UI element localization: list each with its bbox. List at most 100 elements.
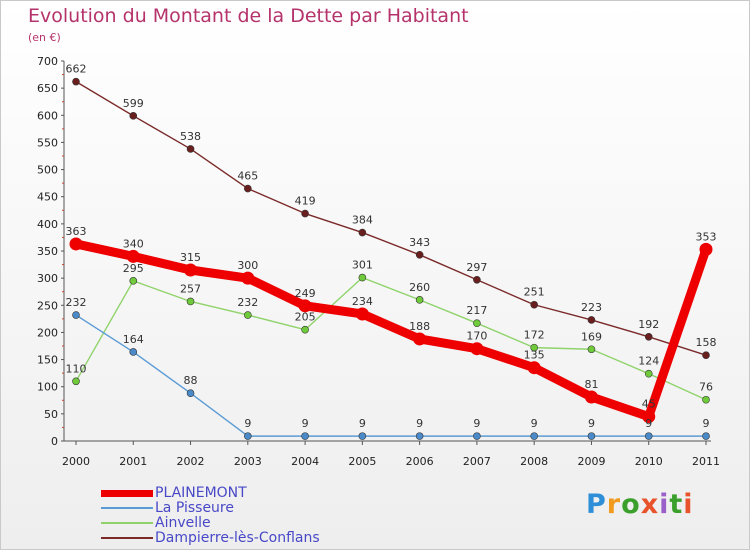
legend-label: Ainvelle	[155, 515, 211, 531]
data-point-3-6	[413, 332, 427, 346]
x-tick-label: 2004	[291, 455, 319, 468]
data-point-1-8	[530, 343, 538, 352]
y-tick-label: 100	[37, 381, 58, 394]
data-point-1-2	[186, 297, 195, 306]
data-point-3-10	[642, 410, 656, 424]
data-label-3-6: 188	[409, 320, 430, 333]
data-point-2-7	[473, 432, 481, 440]
data-point-2-4	[301, 432, 309, 440]
data-label-1-5: 301	[352, 259, 373, 272]
data-label-1-4: 205	[295, 311, 316, 324]
x-tick-label: 2003	[234, 455, 262, 468]
y-tick-label: 350	[37, 245, 58, 258]
data-label-3-4: 249	[295, 287, 316, 300]
data-label-1-0: 110	[66, 362, 87, 375]
x-tick-label: 2000	[62, 455, 90, 468]
data-label-0-1: 599	[123, 97, 144, 110]
data-point-2-2	[186, 389, 195, 398]
x-tick-label: 2008	[520, 455, 548, 468]
data-point-3-3	[241, 271, 255, 285]
data-label-3-3: 300	[237, 259, 258, 272]
data-point-1-6	[415, 296, 424, 304]
data-point-1-4	[301, 325, 309, 334]
x-tick-label: 2005	[348, 455, 376, 468]
data-point-0-11	[702, 351, 710, 360]
data-label-3-10: 45	[642, 398, 656, 411]
x-tick-label: 2007	[463, 455, 491, 468]
data-label-0-10: 192	[638, 318, 659, 331]
logo-letter: i	[659, 489, 670, 520]
logo-letter: P	[586, 489, 607, 520]
y-tick-label: 300	[37, 272, 58, 285]
data-point-2-1	[129, 348, 138, 356]
data-point-1-3	[244, 311, 252, 319]
proxiti-logo: Proxiti	[586, 489, 694, 520]
logo-letter: i	[683, 489, 694, 520]
data-label-2-3: 9	[244, 417, 251, 430]
data-label-0-11: 158	[696, 336, 717, 349]
chart-subtitle: (en €)	[28, 31, 61, 44]
data-point-2-6	[415, 432, 424, 440]
x-tick-label: 2002	[177, 455, 205, 468]
data-label-1-6: 260	[409, 281, 430, 294]
data-point-3-7	[470, 342, 484, 356]
data-point-2-5	[358, 432, 367, 440]
data-point-3-8	[527, 361, 541, 375]
y-tick-label: 400	[37, 218, 58, 231]
data-point-0-6	[415, 251, 424, 259]
data-label-3-7: 170	[466, 330, 487, 343]
y-tick-label: 500	[37, 164, 58, 177]
data-point-3-2	[184, 263, 198, 277]
data-label-1-2: 257	[180, 282, 201, 295]
legend-swatch	[101, 489, 153, 497]
series-line-3	[71, 239, 711, 422]
data-point-3-0	[69, 237, 83, 251]
data-point-2-0	[72, 311, 80, 319]
data-point-1-9	[587, 345, 596, 354]
data-label-2-4: 9	[302, 417, 309, 430]
data-label-2-10: 9	[645, 417, 652, 430]
legend-swatch	[101, 537, 153, 539]
y-tick-label: 550	[37, 136, 58, 149]
x-tick-label: 2006	[406, 455, 434, 468]
y-tick-label: 200	[37, 326, 58, 339]
data-label-0-5: 384	[352, 214, 373, 227]
data-point-3-1	[126, 249, 140, 263]
logo-letter: r	[606, 489, 622, 520]
data-label-3-9: 81	[584, 378, 598, 391]
data-label-2-7: 9	[473, 417, 480, 430]
data-label-1-8: 172	[524, 329, 545, 342]
data-label-2-8: 9	[531, 417, 538, 430]
data-label-3-1: 340	[123, 237, 144, 250]
data-label-1-3: 232	[237, 296, 258, 309]
data-label-3-5: 234	[352, 295, 373, 308]
data-label-0-4: 419	[295, 195, 316, 208]
data-label-1-11: 76	[699, 381, 713, 394]
legend-label: Dampierre-lès-Conflans	[155, 530, 320, 546]
data-label-0-9: 223	[581, 301, 602, 314]
data-label-3-8: 135	[524, 349, 545, 362]
data-point-0-3	[244, 184, 252, 193]
data-label-2-6: 9	[416, 417, 423, 430]
data-point-0-9	[587, 316, 596, 324]
data-point-3-4	[298, 299, 312, 313]
data-label-2-2: 88	[184, 374, 198, 387]
data-point-1-1	[129, 277, 138, 285]
data-label-2-5: 9	[359, 417, 366, 430]
y-tick-label: 50	[44, 408, 58, 421]
x-tick-label: 2001	[119, 455, 147, 468]
legend-swatch	[101, 522, 153, 524]
logo-letter: o	[621, 489, 641, 520]
data-point-2-10	[644, 432, 653, 440]
data-point-0-10	[644, 332, 653, 341]
data-label-0-3: 465	[237, 170, 258, 183]
series-line-1	[75, 276, 707, 401]
data-label-1-1: 295	[123, 262, 144, 275]
data-point-0-4	[301, 209, 309, 218]
data-label-2-1: 164	[123, 333, 144, 346]
series-line-0	[75, 80, 707, 356]
y-tick-label: 650	[37, 82, 58, 95]
data-label-0-6: 343	[409, 236, 430, 249]
y-tick-label: 450	[37, 191, 58, 204]
